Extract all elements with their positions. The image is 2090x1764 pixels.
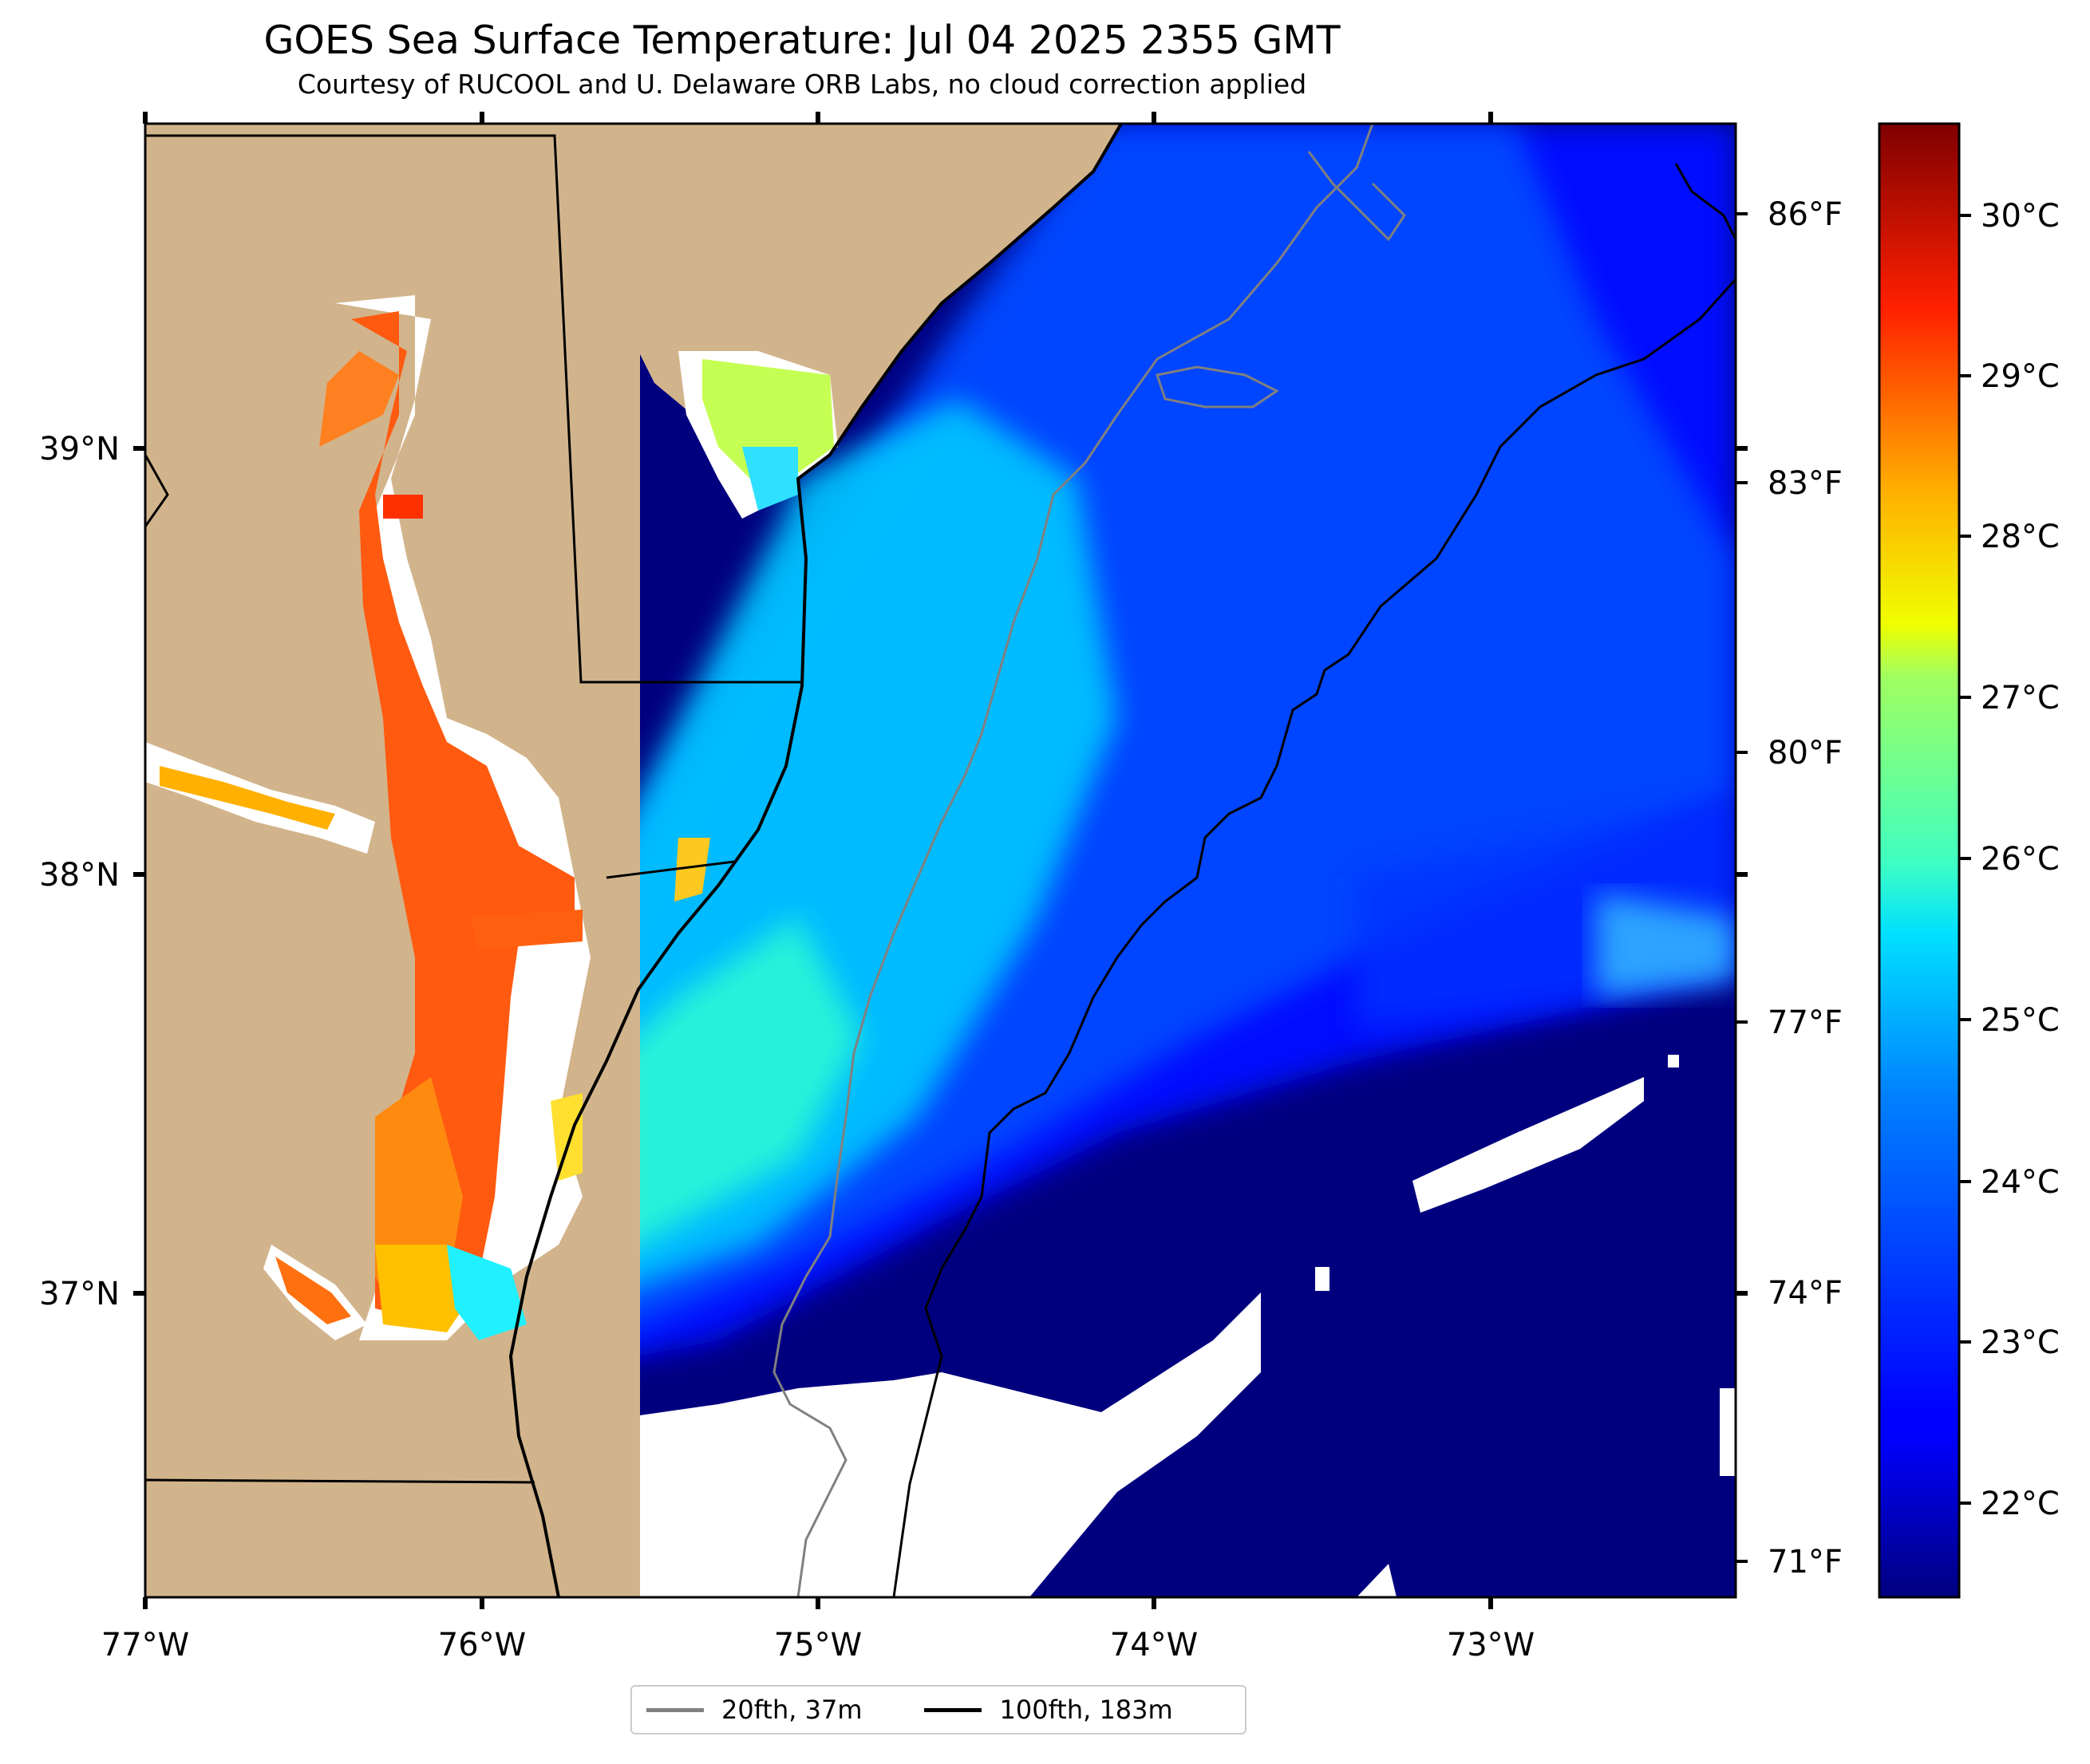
legend-item-100fth: 100fth, 183m <box>910 1695 1173 1725</box>
lat-ticks <box>133 446 1748 1296</box>
celsius-tick: 30°C <box>1981 198 2060 235</box>
map-area <box>145 124 1736 1597</box>
fahrenheit-tick: 71°F <box>1768 1544 1843 1580</box>
lon-tick-label: 76°W <box>438 1627 526 1663</box>
coastline <box>508 124 1123 1597</box>
lat-tick-label: 39°N <box>39 431 120 468</box>
celsius-tick: 28°C <box>1981 519 2060 555</box>
state-boundary <box>145 134 802 684</box>
lon-tick-label: 75°W <box>774 1627 862 1663</box>
chesapeake-bay-water <box>351 311 575 1324</box>
celsius-tick: 23°C <box>1981 1324 2060 1361</box>
celsius-tick: 29°C <box>1981 358 2060 395</box>
lat-tick-label: 38°N <box>39 857 120 894</box>
fahrenheit-tick: 74°F <box>1768 1275 1843 1312</box>
fahrenheit-tick: 77°F <box>1768 1004 1843 1041</box>
isobath-100fth <box>892 163 1736 1597</box>
delaware-bay-water <box>702 359 834 479</box>
legend: 20fth, 37m 100fth, 183m <box>630 1685 1246 1734</box>
colorbar <box>1878 122 1961 1599</box>
celsius-tick: 27°C <box>1981 680 2060 716</box>
celsius-tick: 25°C <box>1981 1002 2060 1039</box>
map-subtitle: Courtesy of RUCOOL and U. Delaware ORB L… <box>297 69 1307 100</box>
lat-tick-label: 37°N <box>39 1276 120 1312</box>
celsius-tick: 26°C <box>1981 841 2060 878</box>
legend-swatch <box>924 1707 982 1712</box>
legend-item-20fth: 20fth, 37m <box>632 1695 862 1725</box>
lon-tick-label: 73°W <box>1447 1627 1535 1663</box>
fahrenheit-tick: 83°F <box>1768 465 1843 502</box>
map-frame <box>144 122 1737 1599</box>
fahrenheit-axis <box>1736 212 1748 1563</box>
map-title: GOES Sea Surface Temperature: Jul 04 202… <box>263 18 1341 63</box>
fahrenheit-tick: 86°F <box>1768 196 1843 233</box>
lon-tick-label: 77°W <box>101 1627 189 1663</box>
legend-label: 100fth, 183m <box>999 1695 1173 1725</box>
lon-ticks <box>143 112 1493 1609</box>
fahrenheit-tick: 80°F <box>1768 735 1843 772</box>
legend-swatch <box>646 1707 704 1712</box>
legend-label: 20fth, 37m <box>721 1695 863 1725</box>
celsius-tick: 22°C <box>1981 1486 2060 1522</box>
lon-tick-label: 74°W <box>1110 1627 1198 1663</box>
celsius-tick: 24°C <box>1981 1164 2060 1201</box>
no-data-region <box>551 1372 942 1597</box>
celsius-axis <box>1959 214 1971 1505</box>
isobath-20fth <box>772 124 1374 1597</box>
